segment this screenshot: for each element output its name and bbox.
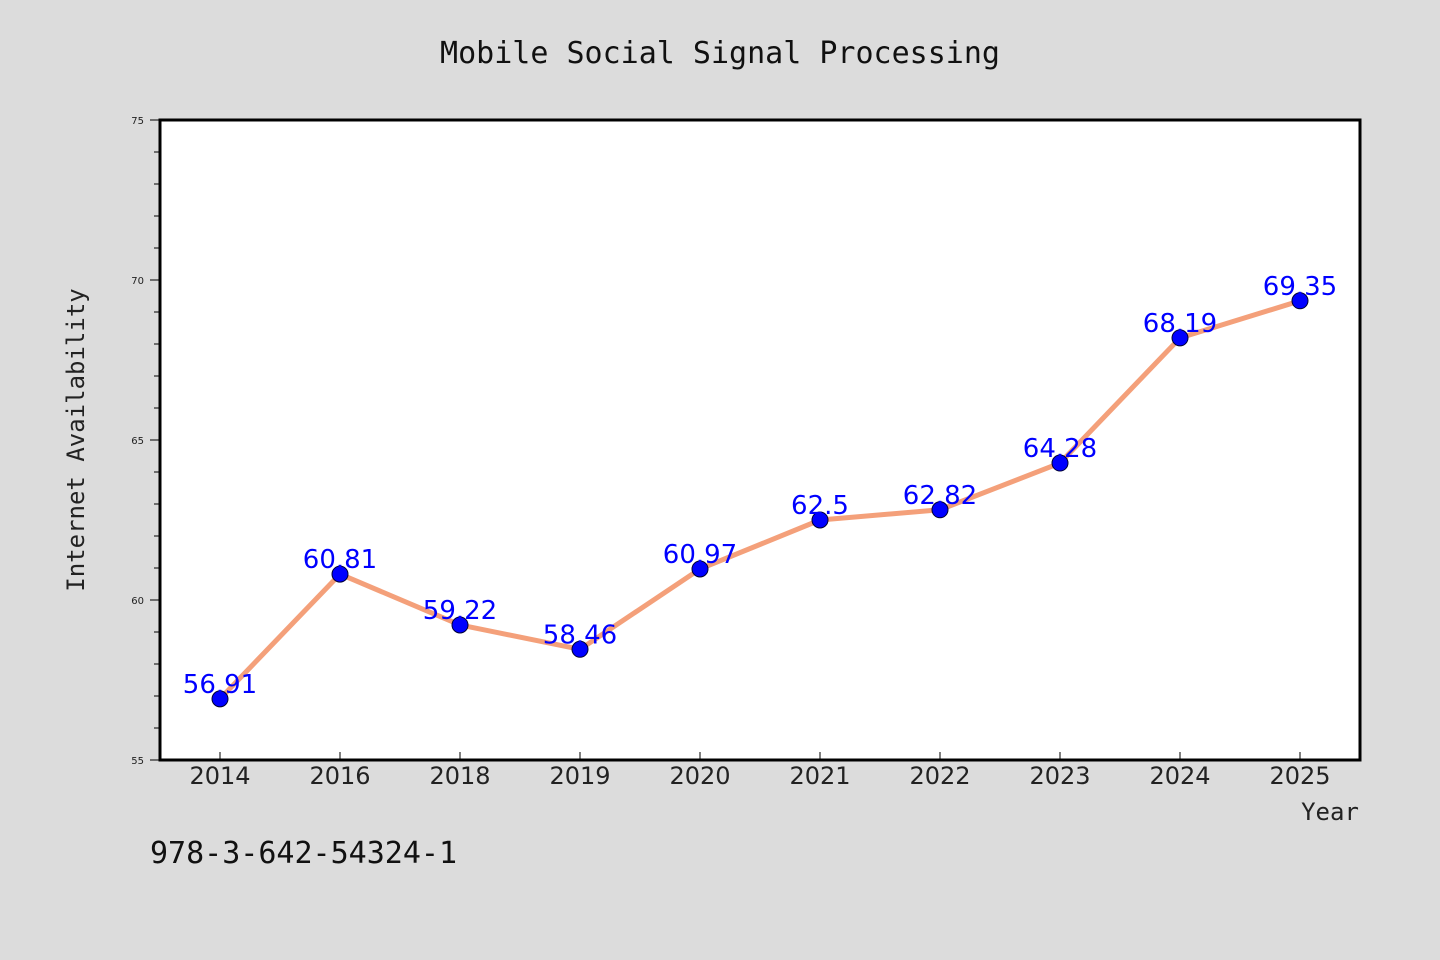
data-point xyxy=(1171,329,1189,347)
data-label: 68.19 xyxy=(1143,309,1217,339)
data-label: 60.81 xyxy=(303,545,377,575)
x-tick-label: 2016 xyxy=(309,762,370,790)
series-line xyxy=(217,298,1303,702)
y-tick-label: 70 xyxy=(131,276,144,287)
x-tick-label: 2023 xyxy=(1029,762,1090,790)
data-point xyxy=(211,690,229,708)
y-tick-label: 55 xyxy=(131,756,144,767)
y-axis-title: Internet Availability xyxy=(62,288,90,591)
data-point xyxy=(571,640,589,658)
y-tick-label: 75 xyxy=(131,116,144,127)
data-label: 60.97 xyxy=(663,540,737,570)
x-tick-label: 2018 xyxy=(429,762,490,790)
x-tick-label: 2014 xyxy=(189,762,250,790)
x-tick-label: 2021 xyxy=(789,762,850,790)
footnote-isbn: 978-3-642-54324-1 xyxy=(150,836,457,871)
data-label: 58.46 xyxy=(543,620,617,650)
y-axis: 55 60 65 70 75 xyxy=(131,116,160,767)
plot-area xyxy=(158,118,1362,762)
data-label: 62.5 xyxy=(791,491,849,521)
data-point xyxy=(811,511,829,529)
series-line-group xyxy=(211,292,1309,708)
data-label: 59.22 xyxy=(423,596,497,626)
data-point xyxy=(451,616,469,634)
data-label: 64.28 xyxy=(1023,434,1097,464)
data-label: 62.82 xyxy=(903,481,977,511)
y-tick-label: 60 xyxy=(131,596,144,607)
data-labels: 56.91 60.81 59.22 58.46 60.97 62.5 62.82 64.28 6… xyxy=(183,272,1337,700)
x-tick-label: 2019 xyxy=(549,762,610,790)
x-tick-label: 2020 xyxy=(669,762,730,790)
x-tick-label: 2024 xyxy=(1149,762,1210,790)
data-point xyxy=(1051,454,1069,472)
data-label: 69.35 xyxy=(1263,272,1337,302)
x-axis-title: Year xyxy=(1301,798,1359,826)
y-tick-label: 65 xyxy=(131,436,144,447)
data-point xyxy=(1291,292,1309,310)
data-point xyxy=(931,501,949,519)
chart-title: Mobile Social Signal Processing xyxy=(440,36,1000,71)
data-point xyxy=(691,560,709,578)
data-point xyxy=(331,565,349,583)
x-axis: 2014 2016 2018 2019 2020 2021 2022 2023 2024 2025 xyxy=(189,752,1331,790)
data-label: 56.91 xyxy=(183,670,257,700)
x-tick-label: 2025 xyxy=(1269,762,1330,790)
x-tick-label: 2022 xyxy=(909,762,970,790)
